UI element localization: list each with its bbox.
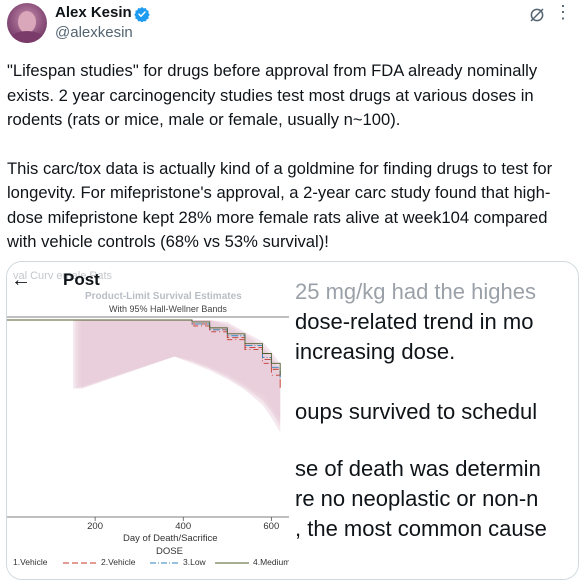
survival-curve-4: [7, 319, 281, 376]
back-arrow-icon[interactable]: ←: [11, 269, 31, 291]
report-text-image[interactable]: 25 mg/kg had the highes dose-related tre…: [289, 262, 578, 579]
legend-item-3: 3.Low: [183, 557, 206, 567]
author-handle[interactable]: @alexkesin: [55, 24, 133, 41]
confidence-band: [73, 320, 281, 427]
report-line: increasing dose.: [295, 339, 456, 364]
tweet-text: "Lifespan studies" for drugs before appr…: [7, 59, 577, 255]
chart-title: Product-Limit Survival Estimates: [85, 291, 242, 302]
legend-title: DOSE: [156, 546, 183, 557]
confidence-bands: [73, 320, 281, 433]
chart-subtitle: With 95% Hall-Wellner Bands: [109, 304, 227, 314]
report-line: , the most common cause: [295, 516, 547, 541]
avatar[interactable]: [7, 3, 47, 43]
legend-swatch-1: [63, 562, 97, 564]
x-tick-label: 400: [175, 521, 192, 532]
survival-curve-2: [7, 319, 281, 389]
confidence-band: [75, 320, 281, 433]
avatar-face: [18, 11, 36, 33]
report-line: se of death was determin: [295, 456, 541, 481]
legend-item-4: 4.Medium: [253, 557, 289, 567]
legend-swatch-2: [150, 562, 180, 564]
chart-faint-title: val Curv emale Rats: [13, 270, 113, 282]
grok-icon[interactable]: [528, 6, 546, 24]
x-axis-ticks: [94, 517, 272, 521]
chart-legend: 1.Vehicle 2.Vehicle 3.Low 4.Medium: [7, 557, 289, 569]
avatar-shoulders: [9, 31, 45, 43]
tweet-paragraph-1: "Lifespan studies" for drugs before appr…: [7, 61, 538, 129]
x-tick-label: 600: [263, 521, 280, 532]
legend-item-1: 1.Vehicle: [13, 557, 48, 567]
more-options-icon[interactable]: ⋮: [554, 2, 573, 22]
tweet-paragraph-2: This carc/tox data is actually kind of a…: [7, 158, 553, 252]
report-line: dose-related trend in mo: [295, 309, 534, 334]
x-tick-label: 200: [87, 521, 103, 532]
legend-swatch-3: [215, 562, 249, 564]
survival-plot: [7, 316, 289, 521]
verified-badge-icon: [134, 7, 150, 22]
confidence-band: [78, 320, 281, 423]
media-attachment[interactable]: val Curv emale Rats Product-Limit Surviv…: [6, 261, 579, 580]
report-line: oups survived to schedul: [295, 399, 538, 424]
survival-curves: [7, 319, 281, 389]
survival-chart-image[interactable]: val Curv emale Rats Product-Limit Surviv…: [7, 262, 289, 579]
legend-item-2: 2.Vehicle: [101, 557, 136, 567]
confidence-band: [81, 320, 281, 419]
x-axis-label: Day of Death/Sacrifice: [123, 533, 218, 544]
post-header-label: Post: [63, 270, 100, 289]
report-line: re no neoplastic or non-n: [295, 486, 539, 511]
author-name[interactable]: Alex Kesin: [55, 4, 132, 21]
report-line: 25 mg/kg had the highes: [295, 279, 536, 304]
